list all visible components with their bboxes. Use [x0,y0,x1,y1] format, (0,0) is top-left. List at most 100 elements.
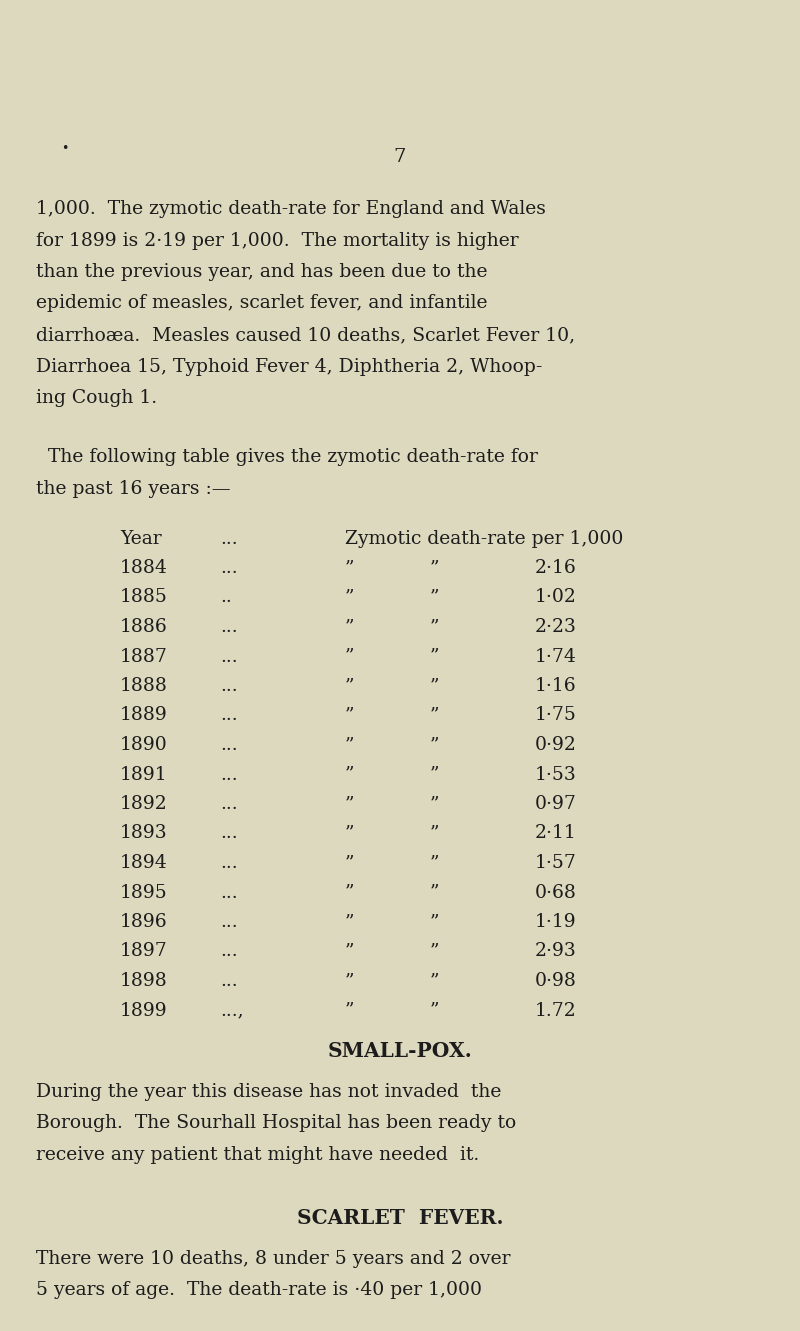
Text: 1·75: 1·75 [535,707,577,724]
Text: 1894: 1894 [120,855,168,872]
Text: ”: ” [345,824,354,843]
Text: diarrhoæa.  Measles caused 10 deaths, Scarlet Fever 10,: diarrhoæa. Measles caused 10 deaths, Sca… [36,326,575,343]
Text: 1891: 1891 [120,765,168,784]
Text: 1890: 1890 [120,736,168,753]
Text: ”: ” [430,795,439,813]
Text: 1896: 1896 [120,913,168,930]
Text: ...: ... [220,677,238,695]
Text: 1898: 1898 [120,972,168,990]
Text: ”: ” [430,942,439,961]
Text: Borough.  The Sourhall Hospital has been ready to: Borough. The Sourhall Hospital has been … [36,1114,516,1133]
Text: epidemic of measles, scarlet fever, and infantile: epidemic of measles, scarlet fever, and … [36,294,487,313]
Text: Zymotic death-rate per 1,000: Zymotic death-rate per 1,000 [345,530,623,547]
Text: 1.72: 1.72 [535,1001,577,1020]
Text: ”: ” [430,1001,439,1020]
Text: 1·53: 1·53 [535,765,577,784]
Text: ...: ... [220,530,238,547]
Text: ”: ” [345,677,354,695]
Text: 1897: 1897 [120,942,168,961]
Text: receive any patient that might have needed  it.: receive any patient that might have need… [36,1146,479,1165]
Text: 1·02: 1·02 [535,588,577,607]
Text: ...: ... [220,913,238,930]
Text: 1·19: 1·19 [535,913,577,930]
Text: ”: ” [430,707,439,724]
Text: for 1899 is 2·19 per 1,000.  The mortality is higher: for 1899 is 2·19 per 1,000. The mortalit… [36,232,518,249]
Text: the past 16 years :—: the past 16 years :— [36,480,230,498]
Text: 1886: 1886 [120,618,168,636]
Text: ...: ... [220,824,238,843]
Text: ..: .. [220,588,232,607]
Text: ”: ” [430,765,439,784]
Text: ”: ” [345,736,354,753]
Text: ”: ” [345,913,354,930]
Text: The following table gives the zymotic death-rate for: The following table gives the zymotic de… [36,449,538,466]
Text: ”: ” [430,559,439,578]
Text: ”: ” [430,647,439,666]
Text: SMALL-POX.: SMALL-POX. [328,1041,472,1061]
Text: ”: ” [345,707,354,724]
Text: ...: ... [220,855,238,872]
Text: ...: ... [220,707,238,724]
Text: ”: ” [430,824,439,843]
Text: 7: 7 [394,148,406,166]
Text: ...: ... [220,618,238,636]
Text: ...: ... [220,647,238,666]
Text: 1887: 1887 [120,647,168,666]
Text: 1895: 1895 [120,884,168,901]
Text: ”: ” [345,588,354,607]
Text: ”: ” [345,972,354,990]
Text: 1,000.  The zymotic death-rate for England and Wales: 1,000. The zymotic death-rate for Englan… [36,200,546,218]
Text: ...: ... [220,942,238,961]
Text: ...: ... [220,884,238,901]
Text: 1·57: 1·57 [535,855,577,872]
Text: ...: ... [220,559,238,578]
Text: 1892: 1892 [120,795,168,813]
Text: ...: ... [220,795,238,813]
Text: ”: ” [430,972,439,990]
Text: 1·74: 1·74 [535,647,577,666]
Text: During the year this disease has not invaded  the: During the year this disease has not inv… [36,1083,502,1101]
Text: There were 10 deaths, 8 under 5 years and 2 over: There were 10 deaths, 8 under 5 years an… [36,1250,510,1267]
Text: ”: ” [345,559,354,578]
Text: Diarrhoea 15, Typhoid Fever 4, Diphtheria 2, Whoop-: Diarrhoea 15, Typhoid Fever 4, Diphtheri… [36,358,542,375]
Text: ”: ” [345,1001,354,1020]
Text: ”: ” [345,855,354,872]
Text: •: • [62,142,69,154]
Text: ”: ” [430,677,439,695]
Text: 0·68: 0·68 [535,884,577,901]
Text: ...: ... [220,972,238,990]
Text: 2·16: 2·16 [535,559,577,578]
Text: 1·16: 1·16 [535,677,577,695]
Text: ”: ” [345,942,354,961]
Text: 1893: 1893 [120,824,168,843]
Text: 1899: 1899 [120,1001,168,1020]
Text: 2·23: 2·23 [535,618,577,636]
Text: SCARLET  FEVER.: SCARLET FEVER. [297,1207,503,1227]
Text: ...: ... [220,736,238,753]
Text: ”: ” [430,884,439,901]
Text: 1889: 1889 [120,707,168,724]
Text: ”: ” [345,765,354,784]
Text: than the previous year, and has been due to the: than the previous year, and has been due… [36,264,487,281]
Text: 1888: 1888 [120,677,168,695]
Text: ”: ” [345,647,354,666]
Text: 5 years of age.  The death-rate is ·40 per 1,000: 5 years of age. The death-rate is ·40 pe… [36,1280,482,1299]
Text: ”: ” [430,913,439,930]
Text: ”: ” [430,736,439,753]
Text: ”: ” [430,588,439,607]
Text: ...: ... [220,765,238,784]
Text: 2·93: 2·93 [535,942,577,961]
Text: ing Cough 1.: ing Cough 1. [36,389,157,407]
Text: 1885: 1885 [120,588,168,607]
Text: Year: Year [120,530,162,547]
Text: 0·98: 0·98 [535,972,577,990]
Text: ”: ” [430,855,439,872]
Text: ...,: ..., [220,1001,244,1020]
Text: ”: ” [345,884,354,901]
Text: 2·11: 2·11 [535,824,577,843]
Text: 0·92: 0·92 [535,736,577,753]
Text: ”: ” [345,795,354,813]
Text: ”: ” [345,618,354,636]
Text: 0·97: 0·97 [535,795,577,813]
Text: 1884: 1884 [120,559,168,578]
